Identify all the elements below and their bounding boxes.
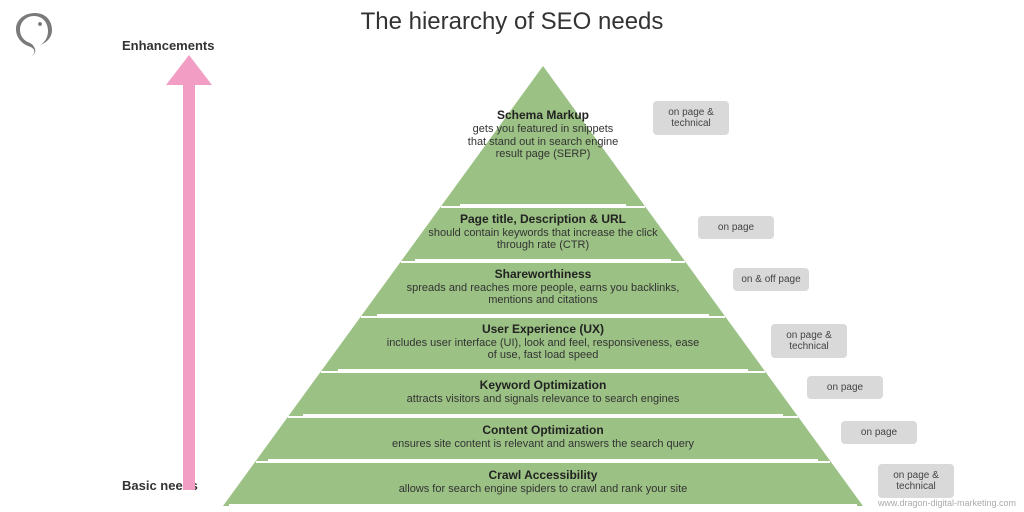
level-tag: on page (841, 421, 917, 444)
level-tag: on page & technical (878, 464, 954, 498)
level-desc: ensures site content is relevant and ans… (388, 438, 698, 451)
pyramid-level-6: Crawl Accessibilityallows for search eng… (229, 461, 856, 506)
level-desc: should contain keywords that increase th… (424, 227, 662, 252)
level-title: Shareworthiness (495, 268, 592, 282)
level-title: Content Optimization (482, 424, 603, 438)
pyramid-level-5: Content Optimizationensures site content… (268, 416, 818, 461)
page-title: The hierarchy of SEO needs (0, 8, 1024, 36)
pyramid-level-2: Shareworthinessspreads and reaches more … (377, 261, 710, 316)
arrow-shaft (183, 80, 195, 490)
level-tag: on page & technical (771, 324, 847, 358)
arrow-label-top: Enhancements (122, 38, 214, 53)
level-tag: on page & technical (653, 101, 729, 135)
level-desc: spreads and reaches more people, earns y… (399, 282, 687, 307)
level-tag: on & off page (733, 268, 809, 291)
pyramid-level-0: Schema Markupgets you featured in snippe… (460, 66, 626, 206)
level-desc: includes user interface (UI), look and f… (379, 337, 707, 362)
pyramid-level-4: Keyword Optimizationattracts visitors an… (303, 371, 783, 416)
level-title: Page title, Description & URL (460, 213, 626, 227)
footer-url: www.dragon-digital-marketing.com (878, 498, 1016, 508)
level-tag: on page (698, 216, 774, 239)
level-title: Crawl Accessibility (489, 469, 598, 483)
level-desc: allows for search engine spiders to craw… (395, 483, 692, 496)
seo-pyramid: Schema Markupgets you featured in snippe… (223, 36, 863, 506)
level-title: Schema Markup (497, 109, 589, 123)
level-title: User Experience (UX) (482, 323, 604, 337)
level-desc: gets you featured in snippets that stand… (460, 123, 626, 161)
pyramid-level-1: Page title, Description & URLshould cont… (415, 206, 671, 261)
pyramid-level-3: User Experience (UX)includes user interf… (338, 316, 748, 371)
progression-arrow (170, 55, 210, 495)
level-title: Keyword Optimization (480, 379, 607, 393)
level-desc: attracts visitors and signals relevance … (403, 393, 684, 406)
level-tag: on page (807, 376, 883, 399)
